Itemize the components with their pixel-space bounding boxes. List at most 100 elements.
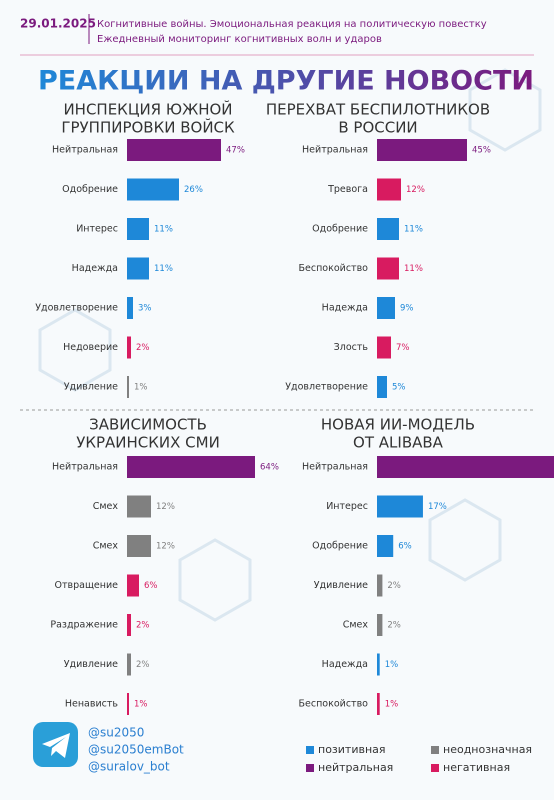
legend-label: неоднозначная bbox=[443, 743, 532, 756]
bar bbox=[377, 376, 387, 398]
category-label: Недоверие bbox=[63, 342, 118, 353]
category-label: Беспокойство bbox=[298, 263, 368, 274]
category-label: Удивление bbox=[314, 580, 368, 591]
bar bbox=[377, 495, 423, 518]
handle: @su2050 bbox=[88, 726, 144, 740]
legend-label: позитивная bbox=[318, 743, 386, 756]
chart-title: ПЕРЕХВАТ БЕСПИЛОТНИКОВ bbox=[266, 101, 490, 119]
value-label: 1% bbox=[385, 660, 399, 670]
bar bbox=[127, 456, 255, 478]
category-label: Удивление bbox=[64, 659, 118, 670]
value-label: 2% bbox=[136, 343, 150, 353]
bar bbox=[127, 297, 133, 319]
bar bbox=[127, 178, 179, 201]
value-label: 1% bbox=[134, 383, 148, 393]
value-label: 2% bbox=[387, 581, 401, 591]
bar bbox=[377, 178, 401, 201]
chart-title: ЗАВИСИМОСТЬ bbox=[89, 416, 207, 434]
bar bbox=[377, 535, 394, 557]
value-label: 5% bbox=[392, 383, 406, 393]
category-label: Нейтральная bbox=[52, 145, 118, 156]
category-label: Удовлетворение bbox=[285, 382, 368, 393]
hex-decor bbox=[38, 68, 542, 622]
bar bbox=[127, 535, 151, 557]
bar bbox=[127, 139, 221, 161]
category-label: Интерес bbox=[76, 224, 118, 235]
chart-title: В РОССИИ bbox=[338, 119, 417, 137]
category-label: Нейтральная bbox=[302, 462, 368, 473]
category-label: Смех bbox=[343, 620, 369, 631]
value-label: 3% bbox=[138, 304, 152, 314]
bar bbox=[377, 218, 399, 240]
category-label: Смех bbox=[93, 541, 119, 552]
chart-title: ГРУППИРОВКИ ВОЙСК bbox=[61, 118, 235, 137]
chart-title: ОТ ALIBABA bbox=[353, 434, 444, 452]
date: 29.01.2025 bbox=[20, 17, 96, 31]
subtitle: Ежедневный мониторинг когнитивных волн и… bbox=[97, 34, 382, 45]
value-label: 11% bbox=[154, 225, 173, 235]
category-label: Ненависть bbox=[65, 699, 119, 710]
bar bbox=[127, 614, 131, 636]
category-label: Удовлетворение bbox=[35, 303, 118, 314]
category-label: Нейтральная bbox=[302, 145, 368, 156]
value-label: 7% bbox=[396, 343, 410, 353]
value-label: 11% bbox=[404, 225, 423, 235]
subtitle: Когнитивные войны. Эмоциональная реакция… bbox=[97, 19, 487, 30]
legend-swatch bbox=[306, 746, 314, 754]
legend-swatch bbox=[431, 746, 439, 754]
bar bbox=[127, 495, 151, 518]
handle: @su2050emBot bbox=[88, 743, 184, 757]
category-label: Смех bbox=[93, 501, 119, 512]
value-label: 6% bbox=[398, 542, 412, 552]
bar bbox=[377, 653, 380, 676]
value-label: 45% bbox=[472, 146, 491, 156]
value-label: 1% bbox=[134, 700, 148, 710]
bar bbox=[127, 376, 129, 398]
bar bbox=[127, 653, 131, 676]
telegram-plane bbox=[42, 733, 70, 758]
bar bbox=[127, 693, 129, 715]
legend-swatch bbox=[431, 764, 439, 772]
category-label: Злость bbox=[334, 342, 369, 353]
value-label: 1% bbox=[385, 700, 399, 710]
value-label: 2% bbox=[136, 621, 150, 631]
legend-swatch bbox=[306, 764, 314, 772]
value-label: 17% bbox=[428, 502, 447, 512]
handle: @suralov_bot bbox=[88, 760, 170, 774]
value-label: 9% bbox=[400, 304, 414, 314]
category-label: Тревога bbox=[327, 184, 368, 195]
category-label: Удивление bbox=[64, 382, 118, 393]
category-label: Надежда bbox=[72, 263, 118, 274]
value-label: 26% bbox=[184, 185, 203, 195]
bar bbox=[127, 574, 139, 597]
category-label: Одобрение bbox=[312, 541, 368, 552]
value-label: 12% bbox=[156, 502, 175, 512]
value-label: 2% bbox=[136, 660, 150, 670]
bar bbox=[377, 139, 467, 161]
category-label: Одобрение bbox=[312, 224, 368, 235]
bar bbox=[377, 574, 383, 597]
bar bbox=[377, 257, 399, 280]
value-label: 11% bbox=[154, 264, 173, 274]
bar bbox=[377, 336, 391, 359]
category-label: Нейтральная bbox=[52, 462, 118, 473]
bar bbox=[377, 456, 554, 478]
value-label: 64% bbox=[260, 463, 279, 473]
legend-label: негативная bbox=[443, 761, 510, 774]
value-label: 47% bbox=[226, 146, 245, 156]
legend-label: нейтральная bbox=[318, 761, 393, 774]
value-label: 6% bbox=[144, 581, 158, 591]
value-label: 12% bbox=[406, 185, 425, 195]
bar bbox=[127, 336, 131, 359]
bar bbox=[377, 297, 395, 319]
category-label: Раздражение bbox=[50, 620, 118, 631]
category-label: Надежда bbox=[322, 303, 368, 314]
telegram-icon bbox=[33, 722, 78, 767]
main-title: РЕАКЦИИ НА ДРУГИЕ НОВОСТИ bbox=[38, 66, 534, 97]
bar bbox=[127, 257, 149, 280]
bar bbox=[377, 614, 383, 636]
chart-title: УКРАИНСКИХ СМИ bbox=[76, 434, 220, 452]
category-label: Надежда bbox=[322, 659, 368, 670]
chart-title: ИНСПЕКЦИЯ ЮЖНОЙ bbox=[63, 100, 232, 119]
